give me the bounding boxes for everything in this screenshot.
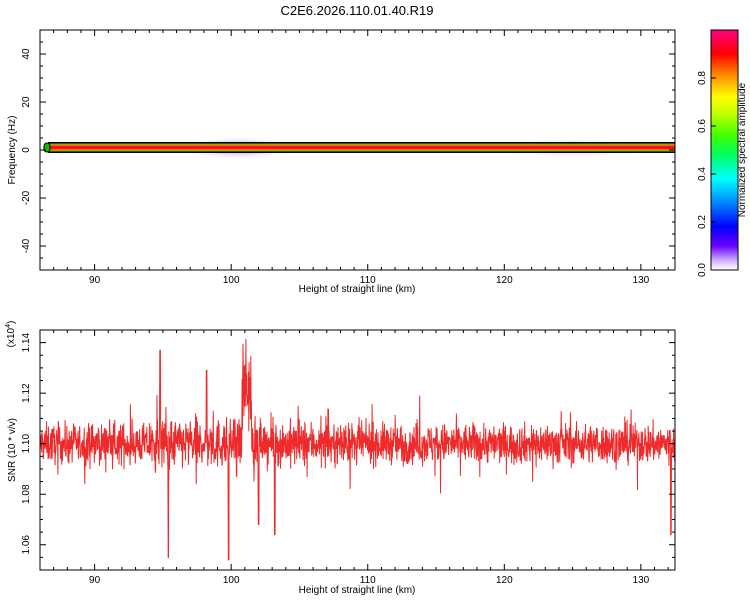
y-tick-label: 0 <box>21 147 32 153</box>
y-tick-label: 1.14 <box>21 332 32 352</box>
snr-y-multiplier-base: (x10 <box>6 327 17 347</box>
colorbar <box>710 29 739 271</box>
spectrogram-y-axis-label: Frequency (Hz) <box>7 116 18 185</box>
y-tick-label: 1.12 <box>21 383 32 403</box>
snr-y-multiplier-exponent: 4 <box>5 324 12 328</box>
x-tick-label: 130 <box>633 275 650 286</box>
snr-series-line <box>40 338 675 561</box>
colorbar-tick-label: 0.8 <box>697 71 708 85</box>
spectrogram-x-ticks: 90 100 110 120 130 <box>39 30 669 286</box>
colorbar-ticks: 0.0 0.2 0.4 0.6 0.8 <box>697 71 716 277</box>
x-tick-label: 90 <box>89 575 101 586</box>
y-tick-label: 20 <box>21 96 32 108</box>
snr-y-multiplier: (x104) <box>5 321 17 348</box>
x-tick-label: 90 <box>89 275 101 286</box>
spectrogram-band <box>48 142 675 153</box>
spectrogram-y-ticks: -40 -20 0 20 40 <box>21 29 675 271</box>
colorbar-tick-label: 0.4 <box>697 167 708 181</box>
snr-panel: 90 100 110 120 130 1.06 1.08 1.10 1.12 1.14 Heig… <box>5 321 676 596</box>
colorbar-tick-label: 0.6 <box>697 119 708 133</box>
y-tick-label: 1.10 <box>21 434 32 454</box>
y-tick-label: 1.08 <box>21 484 32 504</box>
y-tick-label: 1.06 <box>21 535 32 555</box>
x-tick-label: 100 <box>223 575 240 586</box>
snr-y-multiplier-close: ) <box>6 321 17 324</box>
y-tick-label: -40 <box>21 238 32 253</box>
x-tick-label: 100 <box>223 275 240 286</box>
figure-title: C2E6.2026.110.01.40.R19 <box>281 3 434 18</box>
spectrogram-band-left-cap <box>43 142 51 153</box>
snr-y-ticks: 1.06 1.08 1.10 1.12 1.14 <box>21 329 675 571</box>
spectrogram-panel: 90 100 110 120 130 -40 -20 0 20 40 Height of str… <box>7 29 748 295</box>
y-tick-label: 40 <box>21 48 32 60</box>
x-tick-label: 110 <box>360 275 376 286</box>
y-tick-label: -20 <box>21 190 32 205</box>
snr-x-axis-label: Height of straight line (km) <box>299 585 416 596</box>
x-tick-label: 130 <box>633 575 650 586</box>
x-tick-label: 120 <box>496 575 513 586</box>
snr-y-axis-label: SNR (10 * v/v) <box>7 418 18 482</box>
colorbar-label: Normalized spectral amplitude <box>737 82 748 217</box>
snr-plot-frame <box>39 329 676 571</box>
colorbar-tick-label: 0.0 <box>697 263 708 277</box>
x-tick-label: 120 <box>496 275 513 286</box>
snr-x-ticks: 90 100 110 120 130 <box>39 330 669 586</box>
colorbar-tick-label: 0.2 <box>697 215 708 229</box>
spectrogram-x-axis-label: Height of straight line (km) <box>299 284 416 295</box>
x-tick-label: 110 <box>360 575 376 586</box>
